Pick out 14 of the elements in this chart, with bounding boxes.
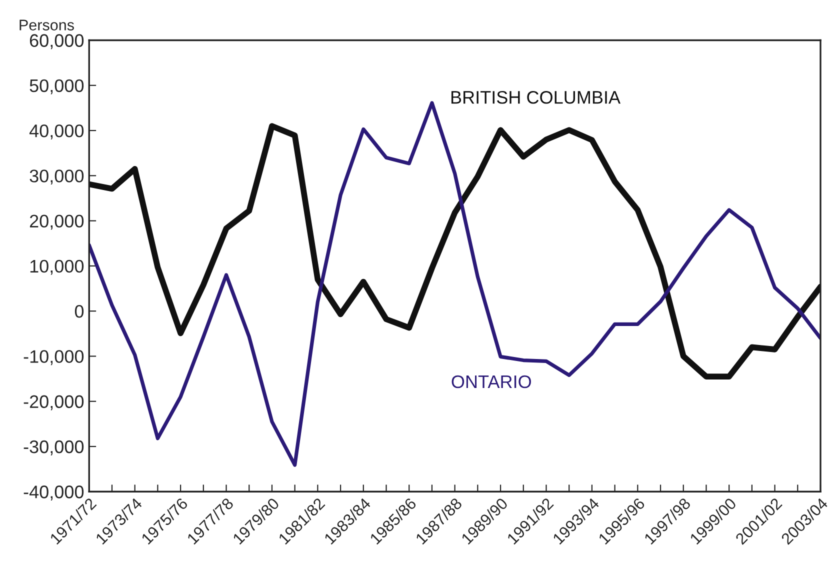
y-tick-label: -40,000 — [24, 486, 84, 500]
y-tick-label: -30,000 — [24, 440, 84, 456]
y-tick-label: 20,000 — [30, 214, 84, 230]
y-tick-label: -20,000 — [24, 395, 84, 410]
series-label: ONTARIO — [452, 375, 531, 388]
y-tick-label: 50,000 — [30, 79, 84, 94]
y-tick-label: 40,000 — [29, 124, 84, 140]
y-tick-label: 0 — [74, 305, 84, 318]
y-tick-label: 60,000 — [30, 34, 84, 50]
text: BRITISH COLUMBIA — [451, 90, 621, 104]
y-tick-label: 30,000 — [30, 170, 84, 185]
y-tick-label: -10,000 — [24, 350, 84, 366]
y-axis-title: Persons — [20, 20, 74, 30]
y-tick-label: 10,000 — [30, 260, 84, 275]
